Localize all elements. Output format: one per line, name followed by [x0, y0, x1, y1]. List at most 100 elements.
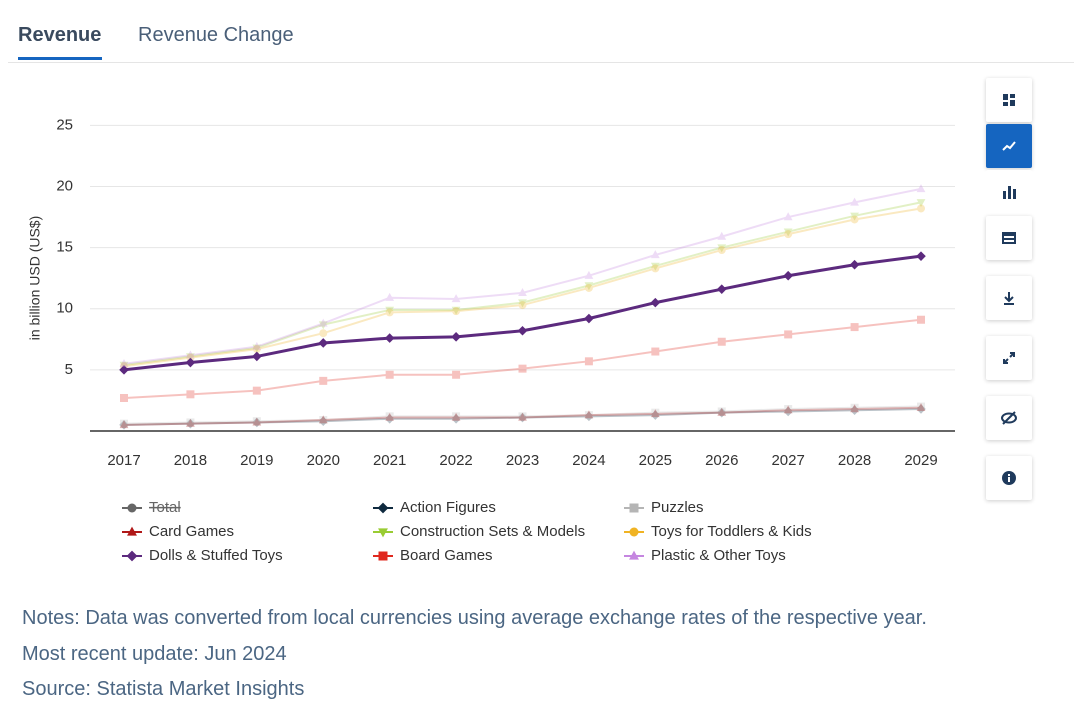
data-point: [186, 418, 195, 427]
y-tick-label: 20: [56, 177, 73, 194]
legend-label: Construction Sets & Models: [400, 523, 585, 540]
tab[interactable]: Revenue: [18, 24, 102, 46]
marker: [378, 528, 388, 538]
data-point: [185, 418, 196, 429]
data-point: [651, 408, 660, 417]
data-point: [451, 412, 461, 421]
x-tick-label: 2019: [240, 452, 273, 469]
tool-button[interactable]: [986, 216, 1032, 260]
data-point: [120, 393, 128, 402]
data-point: [318, 321, 328, 330]
data-point: [783, 212, 793, 221]
data-point: [119, 358, 129, 367]
series: [119, 251, 926, 375]
data-point: [252, 386, 261, 395]
data-point: [318, 415, 328, 424]
data-point: [584, 357, 593, 366]
legend-label: Board Games: [400, 547, 493, 564]
tool-button[interactable]: [986, 396, 1032, 440]
tool-button[interactable]: [986, 276, 1032, 320]
data-point: [252, 344, 262, 353]
marker: [629, 503, 639, 513]
divider: [8, 62, 1074, 63]
data-point: [451, 413, 461, 424]
data-point: [916, 402, 926, 411]
data-point: [451, 332, 461, 342]
series-line: [123, 187, 922, 365]
data-point: [518, 301, 527, 310]
data-point: [451, 294, 461, 303]
tab[interactable]: Revenue Change: [138, 24, 294, 46]
series: [119, 404, 926, 430]
data-point: [917, 315, 925, 324]
data-point: [517, 412, 528, 423]
data-point: [917, 204, 925, 213]
data-point: [650, 410, 661, 420]
marker: [127, 503, 137, 513]
data-point: [850, 323, 859, 332]
data-point: [650, 409, 660, 418]
data-point: [252, 345, 261, 354]
series: [119, 199, 926, 370]
data-point: [252, 417, 262, 428]
x-tick-label: 2024: [572, 452, 605, 469]
legend-item[interactable]: Dolls & Stuffed Toys: [122, 547, 283, 564]
data-point: [384, 413, 395, 424]
tool-button[interactable]: [986, 170, 1032, 214]
legend-label: Action Figures: [400, 499, 496, 516]
data-point: [384, 333, 395, 343]
data-point: [186, 418, 195, 427]
data-point: [518, 299, 527, 308]
series-line: [123, 318, 922, 399]
data-point: [717, 246, 726, 255]
tab-underline: [18, 57, 102, 60]
marker: [126, 550, 138, 562]
data-point: [319, 376, 328, 385]
series-line: [123, 406, 922, 426]
data-point: [385, 306, 395, 315]
data-point: [185, 357, 196, 368]
data-point: [584, 313, 594, 324]
data-point: [717, 231, 727, 240]
x-tick-label: 2017: [107, 452, 140, 469]
legend-item[interactable]: Puzzles: [624, 499, 704, 516]
legend-item[interactable]: Board Games: [373, 547, 493, 564]
legend-label: Total: [149, 499, 181, 516]
data-point: [584, 411, 593, 420]
data-point: [318, 318, 328, 327]
data-point: [252, 351, 262, 362]
tool-button[interactable]: [986, 336, 1032, 380]
legend-item[interactable]: Total: [122, 499, 181, 516]
data-point: [119, 365, 129, 375]
data-point: [518, 412, 527, 421]
data-point: [385, 412, 395, 421]
data-point: [385, 292, 395, 301]
legend-item[interactable]: Construction Sets & Models: [373, 523, 585, 540]
data-point: [783, 405, 793, 414]
data-point: [120, 419, 128, 428]
data-point: [783, 406, 793, 417]
legend-item[interactable]: Toys for Toddlers & Kids: [624, 523, 812, 540]
data-point: [186, 350, 195, 359]
legend-item[interactable]: Plastic & Other Toys: [624, 547, 786, 564]
tool-button[interactable]: [986, 124, 1032, 168]
legend-label: Card Games: [149, 523, 234, 540]
data-point: [584, 282, 594, 291]
data-point: [319, 329, 328, 338]
series: [120, 315, 925, 402]
data-point: [517, 325, 528, 336]
marker: [378, 551, 388, 561]
legend-item[interactable]: Card Games: [122, 523, 234, 540]
x-tick-label: 2023: [506, 452, 539, 469]
marker: [629, 527, 639, 537]
tool-button[interactable]: [986, 456, 1032, 500]
marker: [629, 550, 639, 560]
data-point: [651, 264, 660, 273]
series-line: [123, 407, 922, 426]
tool-button[interactable]: [986, 78, 1032, 122]
data-point: [584, 283, 593, 292]
legend-item[interactable]: Action Figures: [373, 499, 496, 516]
data-point: [186, 390, 195, 399]
